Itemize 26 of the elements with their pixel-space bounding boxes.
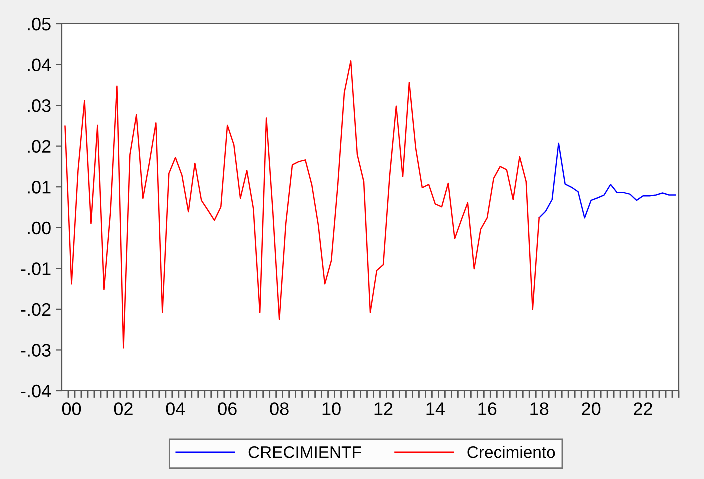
line-series — [64, 60, 540, 349]
y-tick-label: -.01 — [21, 262, 51, 276]
x-tick-label: 16 — [478, 402, 497, 416]
y-tick-label: -.02 — [21, 303, 51, 316]
x-tick-label: 04 — [166, 402, 186, 416]
x-tick-label: 02 — [114, 402, 133, 416]
x-tick-label: 12 — [374, 402, 393, 416]
x-tick-label: 10 — [322, 402, 341, 416]
x-tick-label: 20 — [582, 402, 601, 416]
y-tick-label: .04 — [28, 58, 52, 72]
x-tick-label: 14 — [426, 402, 445, 416]
legend-label: CRECIMIENTF — [248, 446, 362, 458]
x-tick-label: 00 — [62, 402, 82, 416]
x-tick-label: 08 — [270, 402, 289, 416]
y-tick-label: .02 — [28, 140, 51, 154]
y-tick-label: .03 — [28, 99, 51, 112]
x-tick-label: 06 — [218, 402, 237, 416]
legend-label: Crecimiento — [468, 446, 556, 458]
x-tick-label: 22 — [634, 402, 652, 416]
y-tick-label: -.03 — [21, 344, 51, 357]
y-tick-label: .00 — [28, 222, 51, 235]
line-series — [538, 142, 676, 219]
y-tick-label: .05 — [28, 18, 51, 31]
y-tick-label: .01 — [28, 181, 51, 194]
y-tick-label: -.04 — [21, 384, 52, 398]
x-tick-label: 18 — [530, 402, 549, 416]
